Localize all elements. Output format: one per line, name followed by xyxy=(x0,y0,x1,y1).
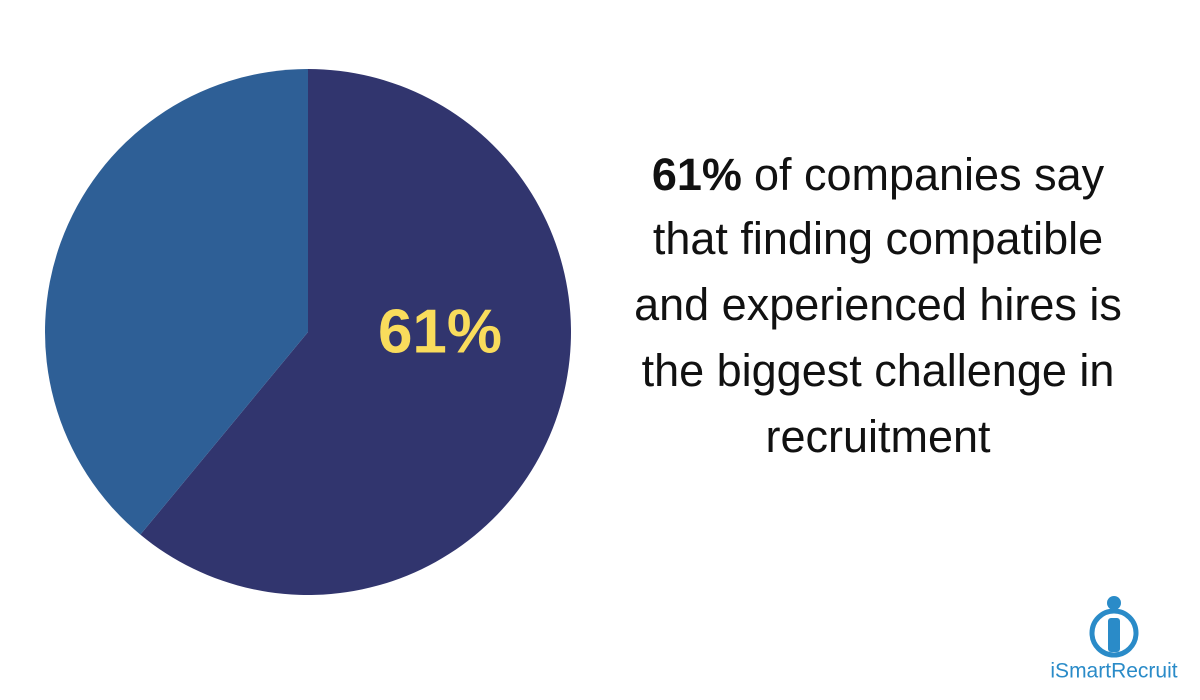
annotation-line: that finding compatible xyxy=(653,213,1103,264)
logo-stem xyxy=(1108,618,1120,652)
logo-text: iSmartRecruit xyxy=(1050,660,1177,683)
annotation-line: recruitment xyxy=(765,411,991,462)
annotation-line: 61% of companies say xyxy=(652,149,1105,200)
annotation-line: the biggest challenge in xyxy=(642,345,1115,396)
annotation-emphasis: 61% xyxy=(652,149,742,200)
pie-slice xyxy=(140,69,572,595)
annotation-line: and experienced hires is xyxy=(634,279,1122,330)
logo-icon xyxy=(1089,596,1139,658)
pie-slice xyxy=(45,69,308,535)
logo-dot xyxy=(1107,596,1121,610)
annotation-text: the biggest challenge in xyxy=(642,345,1115,396)
slice-label: 61% xyxy=(378,297,502,366)
annotation-text: recruitment xyxy=(765,411,991,462)
annotation-text: that finding compatible xyxy=(653,213,1103,264)
logo-ring xyxy=(1089,608,1139,658)
annotation-text: of companies say xyxy=(754,149,1105,200)
annotation-text: and experienced hires is xyxy=(634,279,1122,330)
